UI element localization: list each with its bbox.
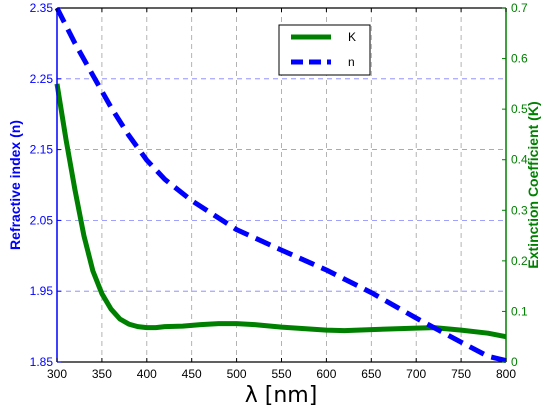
y-left-tick-label: 2.15 xyxy=(30,143,54,157)
x-tick-label: 650 xyxy=(361,367,381,381)
y-left-tick-label: 2.05 xyxy=(30,213,54,227)
y-right-tick-label: 0.2 xyxy=(511,254,528,268)
y-left-tick-label: 2.35 xyxy=(30,1,54,15)
y-right-tick-label: 0.3 xyxy=(511,203,528,217)
y-left-tick-label: 1.95 xyxy=(30,284,54,298)
y-right-tick-label: 0.4 xyxy=(511,153,528,167)
ticks: 300 350 400 450 500 550 600 650 700 750 800 1.85 1.9… xyxy=(30,1,528,381)
series-line-n xyxy=(54,6,507,364)
y-left-tick-label: 2.25 xyxy=(30,72,54,86)
x-tick-label: 600 xyxy=(316,367,336,381)
y-left-tick-label: 1.85 xyxy=(30,355,54,369)
x-tick-label: 450 xyxy=(182,367,202,381)
x-tick-label: 350 xyxy=(92,367,112,381)
y-axis-left-label: Refractive index (n) xyxy=(7,120,23,250)
x-tick-label: 700 xyxy=(406,367,426,381)
y-right-tick-label: 0.5 xyxy=(511,102,528,116)
x-tick-label: 550 xyxy=(271,367,291,381)
x-tick-label: 800 xyxy=(496,367,516,381)
series-layer xyxy=(54,6,507,364)
y-axis-right-label: Extinction Coefficient (K) xyxy=(525,101,541,268)
legend-box xyxy=(278,24,371,76)
x-axis-label: λ [nm] xyxy=(245,383,318,408)
y-right-tick-label: 0.6 xyxy=(511,52,528,66)
legend-n-label: n xyxy=(348,55,355,69)
legend: K n xyxy=(278,24,371,76)
legend-k-label: K xyxy=(348,30,356,44)
x-tick-label: 300 xyxy=(47,367,67,381)
y-right-tick-label: 0.7 xyxy=(511,1,528,15)
series-line-K xyxy=(54,83,507,340)
x-tick-label: 750 xyxy=(451,367,471,381)
x-tick-label: 400 xyxy=(137,367,157,381)
y-right-tick-label: 0 xyxy=(511,355,518,369)
x-tick-label: 500 xyxy=(227,367,247,381)
y-right-tick-label: 0.1 xyxy=(511,304,528,318)
